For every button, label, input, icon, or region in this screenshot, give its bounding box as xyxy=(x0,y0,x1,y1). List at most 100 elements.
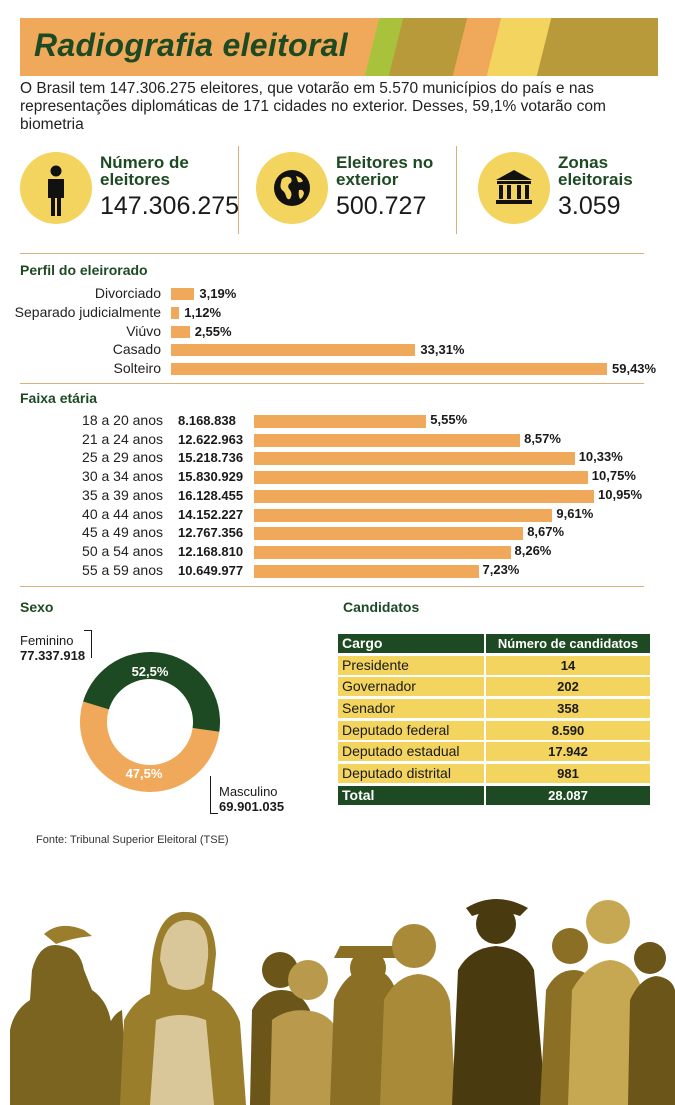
leader-line xyxy=(210,776,218,814)
bar xyxy=(254,433,521,447)
table-cell: 8.590 xyxy=(486,720,650,740)
age-title: Faixa etária xyxy=(20,390,98,406)
bar-value-label: 10,95% xyxy=(598,486,643,502)
bar-value-label: 33,31% xyxy=(420,342,465,358)
candidates-table: Cargo Número de candidatos Presidente 14 G… xyxy=(338,634,650,808)
bar-row: 18 a 20 anos 8.168.838 5,55% xyxy=(0,412,675,430)
bar xyxy=(254,471,588,485)
leader-line xyxy=(84,630,92,658)
profile-title: Perfil do eleirorado xyxy=(20,262,148,278)
stat-voters: Número de eleitores 147.306.275 xyxy=(20,148,240,240)
bar-category-label: Divorciado xyxy=(94,285,161,301)
candidates-title: Candidatos xyxy=(343,599,420,615)
bar-value-label: 8,57% xyxy=(524,430,561,446)
stat-value: 3.059 xyxy=(558,192,621,220)
divider xyxy=(456,146,457,234)
bar xyxy=(171,363,607,376)
bar-count-label: 14.152.227 xyxy=(178,506,244,522)
bar-value-label: 9,61% xyxy=(556,505,594,521)
bar-row: Solteiro 59,43% xyxy=(0,360,675,378)
bar xyxy=(254,545,511,559)
bar xyxy=(254,415,427,428)
stat-value: 500.727 xyxy=(336,192,427,220)
stat-value: 147.306.275 xyxy=(100,192,240,220)
divider xyxy=(20,383,644,384)
table-row: Deputado estadual 17.942 xyxy=(338,742,650,762)
bar-row: 30 a 34 anos 15.830.929 10,75% xyxy=(0,468,675,486)
table-cell: Total xyxy=(338,785,484,805)
bar-count-label: 10.649.977 xyxy=(178,562,244,578)
bar xyxy=(254,564,479,578)
bar-category-label: 30 a 34 anos xyxy=(82,468,163,485)
bar-category-label: Viúvo xyxy=(126,322,161,339)
table-cell: 17.942 xyxy=(486,742,650,762)
bar-row: 25 a 29 anos 15.218.736 10,33% xyxy=(0,449,675,467)
bar xyxy=(254,508,553,522)
table-header-cell: Número de candidatos xyxy=(486,634,650,653)
banner-stripe xyxy=(536,18,658,76)
bar-row: Casado 33,31% xyxy=(0,341,675,359)
bar xyxy=(171,306,180,319)
bar-row: 50 a 54 anos 12.168.810 8,26% xyxy=(0,543,675,561)
divider xyxy=(238,146,239,234)
bar-value-label: 10,33% xyxy=(578,449,623,465)
bar-category-label: 45 a 49 anos xyxy=(82,524,163,541)
table-row: Deputado distrital 981 xyxy=(338,764,650,784)
bar-count-label: 12.767.356 xyxy=(178,525,244,541)
source-note: Fonte: Tribunal Superior Eleitoral (TSE) xyxy=(36,834,229,846)
stat-zones: Zonas eleitorais 3.059 xyxy=(478,148,658,240)
bar-category-label: 50 a 54 anos xyxy=(82,542,163,559)
bar-category-label: 40 a 44 anos xyxy=(82,505,163,522)
table-cell: 28.087 xyxy=(486,785,650,805)
table-cell: Deputado federal xyxy=(338,720,484,740)
bar-count-label: 12.622.963 xyxy=(178,431,244,447)
divider xyxy=(20,586,644,587)
bar xyxy=(171,325,190,338)
bar-value-label: 10,75% xyxy=(591,468,636,484)
header-banner: Radiografia eleitoral xyxy=(20,18,658,76)
bar-row: 35 a 39 anos 16.128.455 10,95% xyxy=(0,487,675,505)
bar-row: 55 a 59 anos 10.649.977 7,23% xyxy=(0,562,675,580)
donut-label-male: Masculino 69.901.035 xyxy=(219,784,285,814)
page-title: Radiografia eleitoral xyxy=(34,27,348,63)
bar-row: 45 a 49 anos 12.767.356 8,67% xyxy=(0,524,675,542)
table-cell: 202 xyxy=(486,677,650,697)
bar-category-label: 35 a 39 anos xyxy=(82,486,163,503)
bar xyxy=(171,344,416,357)
bar-category-label: 18 a 20 anos xyxy=(82,412,163,428)
bar-value-label: 3,19% xyxy=(199,286,237,301)
bar-row: Separado judicialmente 1,12% xyxy=(0,304,675,322)
globe-icon xyxy=(256,152,328,224)
bar-count-label: 15.218.736 xyxy=(178,450,244,466)
donut-value-label: 52,5% xyxy=(132,664,169,679)
stat-label: Eleitores no exterior xyxy=(336,153,434,189)
bar xyxy=(254,527,524,541)
table-row: Senador 358 xyxy=(338,699,650,719)
table-cell: 358 xyxy=(486,699,650,719)
bar-row: 21 a 24 anos 12.622.963 8,57% xyxy=(0,431,675,449)
table-cell: 14 xyxy=(486,655,650,675)
table-row: Governador 202 xyxy=(338,677,650,697)
donut-label-female: Feminino 77.337.918 xyxy=(20,633,86,663)
divider xyxy=(20,253,644,254)
bar-category-label: 55 a 59 anos xyxy=(82,561,163,578)
crowd-illustration xyxy=(10,899,675,1105)
table-header: Cargo Número de candidatos xyxy=(338,634,650,653)
bar-category-label: 21 a 24 anos xyxy=(82,430,163,447)
sex-donut-chart: 52,5% 47,5% xyxy=(80,652,220,792)
table-row: Presidente 14 xyxy=(338,655,650,675)
stat-label: Número de eleitores xyxy=(100,153,189,189)
table-total-row: Total 28.087 xyxy=(338,785,650,805)
table-cell: 981 xyxy=(486,764,650,784)
person-icon xyxy=(20,152,92,224)
bar-value-label: 8,67% xyxy=(527,524,565,540)
donut-slice xyxy=(80,701,220,792)
table-row: Deputado federal 8.590 xyxy=(338,720,650,740)
bar-category-label: Casado xyxy=(112,341,161,358)
bar-count-label: 8.168.838 xyxy=(178,413,236,428)
bar xyxy=(254,452,575,466)
table-cell: Deputado estadual xyxy=(338,742,484,762)
table-cell: Presidente xyxy=(338,655,484,675)
table-header-cell: Cargo xyxy=(338,634,484,653)
stat-label: Zonas eleitorais xyxy=(558,153,633,189)
